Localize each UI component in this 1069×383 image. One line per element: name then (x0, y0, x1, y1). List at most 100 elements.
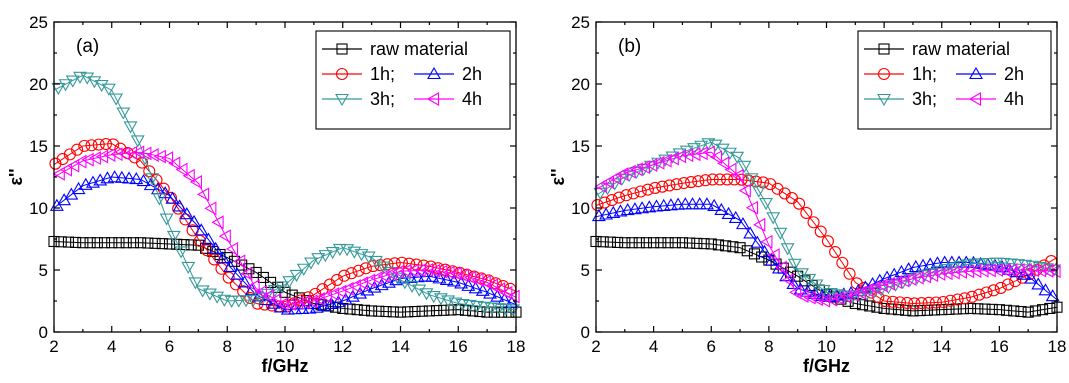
data-point (781, 272, 795, 287)
data-point (967, 258, 982, 271)
data-point (829, 245, 842, 259)
data-point (114, 170, 129, 183)
data-point (744, 173, 759, 186)
data-point (947, 265, 960, 280)
data-point (717, 156, 730, 171)
data-point (454, 276, 469, 289)
data-point (836, 256, 849, 269)
panel-label: (a) (76, 36, 99, 57)
data-point (591, 198, 604, 212)
data-point (201, 232, 216, 245)
data-point (843, 267, 856, 280)
x-tick-label: 18 (507, 337, 526, 356)
data-point (922, 296, 935, 309)
data-point (283, 297, 296, 311)
legend: raw material 1h; 2h 3h; 4h (315, 30, 511, 130)
y-tick-label: 0 (39, 323, 48, 342)
data-point (71, 181, 86, 195)
data-point (692, 197, 707, 210)
data-point (120, 237, 132, 249)
data-point (764, 178, 777, 191)
series-line (53, 176, 517, 311)
data-point (156, 238, 168, 250)
data-point (181, 261, 196, 275)
data-point (354, 249, 369, 262)
data-point (470, 300, 484, 314)
data-point (409, 305, 421, 318)
x-axis-label: f/GHz (803, 356, 850, 376)
series-4h (594, 145, 1061, 308)
data-point (688, 147, 701, 162)
data-point (907, 305, 919, 317)
data-point (993, 304, 1005, 316)
data-point (168, 156, 181, 171)
data-point (107, 170, 122, 183)
data-point (311, 253, 326, 266)
data-point (960, 259, 975, 272)
data-point (1041, 263, 1054, 278)
data-point (773, 227, 788, 240)
data-point (965, 290, 979, 303)
data-point (721, 173, 734, 186)
y-tick-label: 20 (571, 75, 590, 94)
legend-entry: raw material (322, 39, 468, 59)
data-point (442, 265, 455, 280)
data-point (182, 168, 195, 183)
data-point (612, 191, 626, 204)
data-point (787, 258, 802, 271)
data-point (145, 173, 160, 186)
data-point (52, 166, 65, 181)
data-point (774, 260, 787, 275)
data-point (954, 265, 967, 279)
x-tick-label: 16 (990, 337, 1009, 356)
data-point (243, 263, 255, 275)
series-rawmaterial (48, 235, 522, 318)
data-point (289, 269, 304, 283)
data-point (687, 143, 701, 156)
data-point (361, 251, 376, 264)
data-point (405, 280, 419, 293)
data-point (298, 295, 311, 310)
data-point (669, 237, 681, 249)
data-point (1001, 304, 1013, 316)
data-point (672, 148, 687, 161)
data-point (908, 297, 921, 310)
data-point (402, 306, 414, 318)
y-tick-label: 10 (571, 199, 590, 218)
data-point (771, 182, 784, 195)
data-point (296, 263, 311, 276)
data-point (122, 171, 137, 184)
data-point (166, 230, 181, 244)
data-point (723, 147, 737, 160)
data-point (724, 162, 737, 177)
data-point (332, 243, 347, 257)
data-point (933, 267, 946, 281)
data-point (931, 265, 946, 278)
data-point (692, 175, 705, 188)
data-point (1009, 265, 1024, 278)
data-point (609, 171, 622, 186)
data-point (634, 185, 647, 198)
data-point (110, 147, 123, 162)
series-line (53, 143, 517, 308)
data-point (1008, 305, 1020, 317)
data-point (262, 288, 275, 303)
data-point (965, 302, 977, 314)
legend-marker (336, 43, 348, 55)
data-point (814, 225, 827, 238)
data-point (475, 283, 490, 296)
data-point (445, 304, 457, 316)
data-point (914, 305, 926, 317)
data-point (620, 202, 635, 216)
data-point (1026, 263, 1039, 278)
data-point (200, 242, 212, 254)
data-point (62, 236, 74, 248)
data-point (951, 293, 964, 306)
x-tick-label: 12 (333, 337, 352, 356)
data-point (1024, 271, 1039, 284)
data-point (431, 305, 443, 317)
data-point (282, 276, 297, 289)
data-point (741, 245, 753, 257)
data-point (655, 237, 667, 249)
data-point (129, 171, 144, 185)
